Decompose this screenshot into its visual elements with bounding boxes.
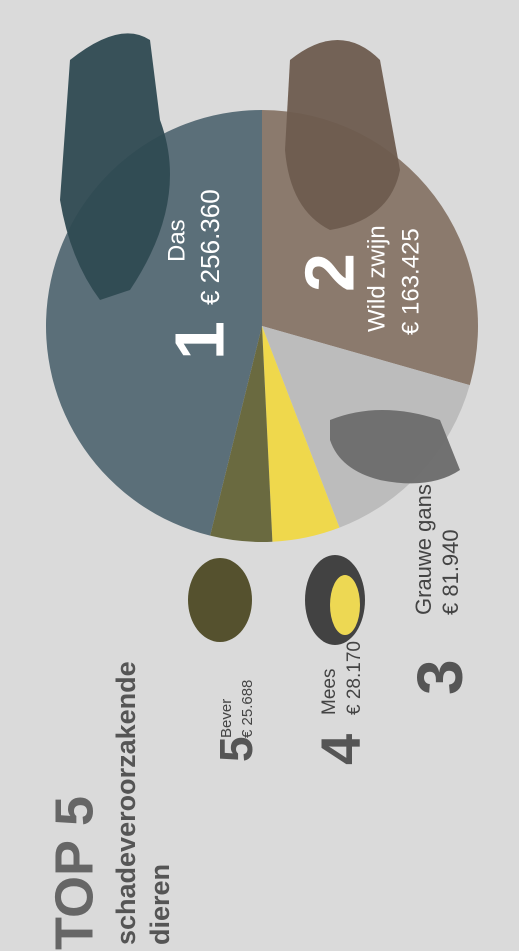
value-label: € 163.425 (397, 228, 424, 335)
boar-icon (285, 40, 400, 230)
pie-slice (262, 326, 340, 542)
beaver-icon (188, 558, 252, 642)
value-label: € 28.170 (344, 641, 365, 715)
subtitle-line: dieren (145, 864, 175, 945)
category-label: Mees (319, 669, 340, 715)
silhouettes (60, 33, 460, 645)
category-label: Das (163, 219, 190, 262)
pie-slice (210, 326, 273, 542)
rank-label: 2 (290, 253, 368, 292)
rank-label: 1 (160, 321, 238, 360)
rank-label: 4 (309, 734, 372, 765)
category-label: Wild zwijn (363, 225, 390, 332)
tit-belly (330, 575, 360, 635)
category-label: Grauwe gans (411, 484, 436, 615)
rank-label: 5 (210, 736, 262, 762)
rank-label: 3 (404, 659, 476, 695)
category-label: Bever (218, 699, 235, 738)
badger-icon (60, 33, 170, 300)
value-label: € 81.940 (438, 529, 463, 615)
value-label: € 25.688 (239, 680, 256, 738)
goose-icon (330, 410, 460, 484)
subtitle-line: schadeveroorzakende (111, 661, 141, 945)
value-label: € 256.360 (195, 189, 225, 305)
title: TOP 5 (44, 796, 104, 950)
